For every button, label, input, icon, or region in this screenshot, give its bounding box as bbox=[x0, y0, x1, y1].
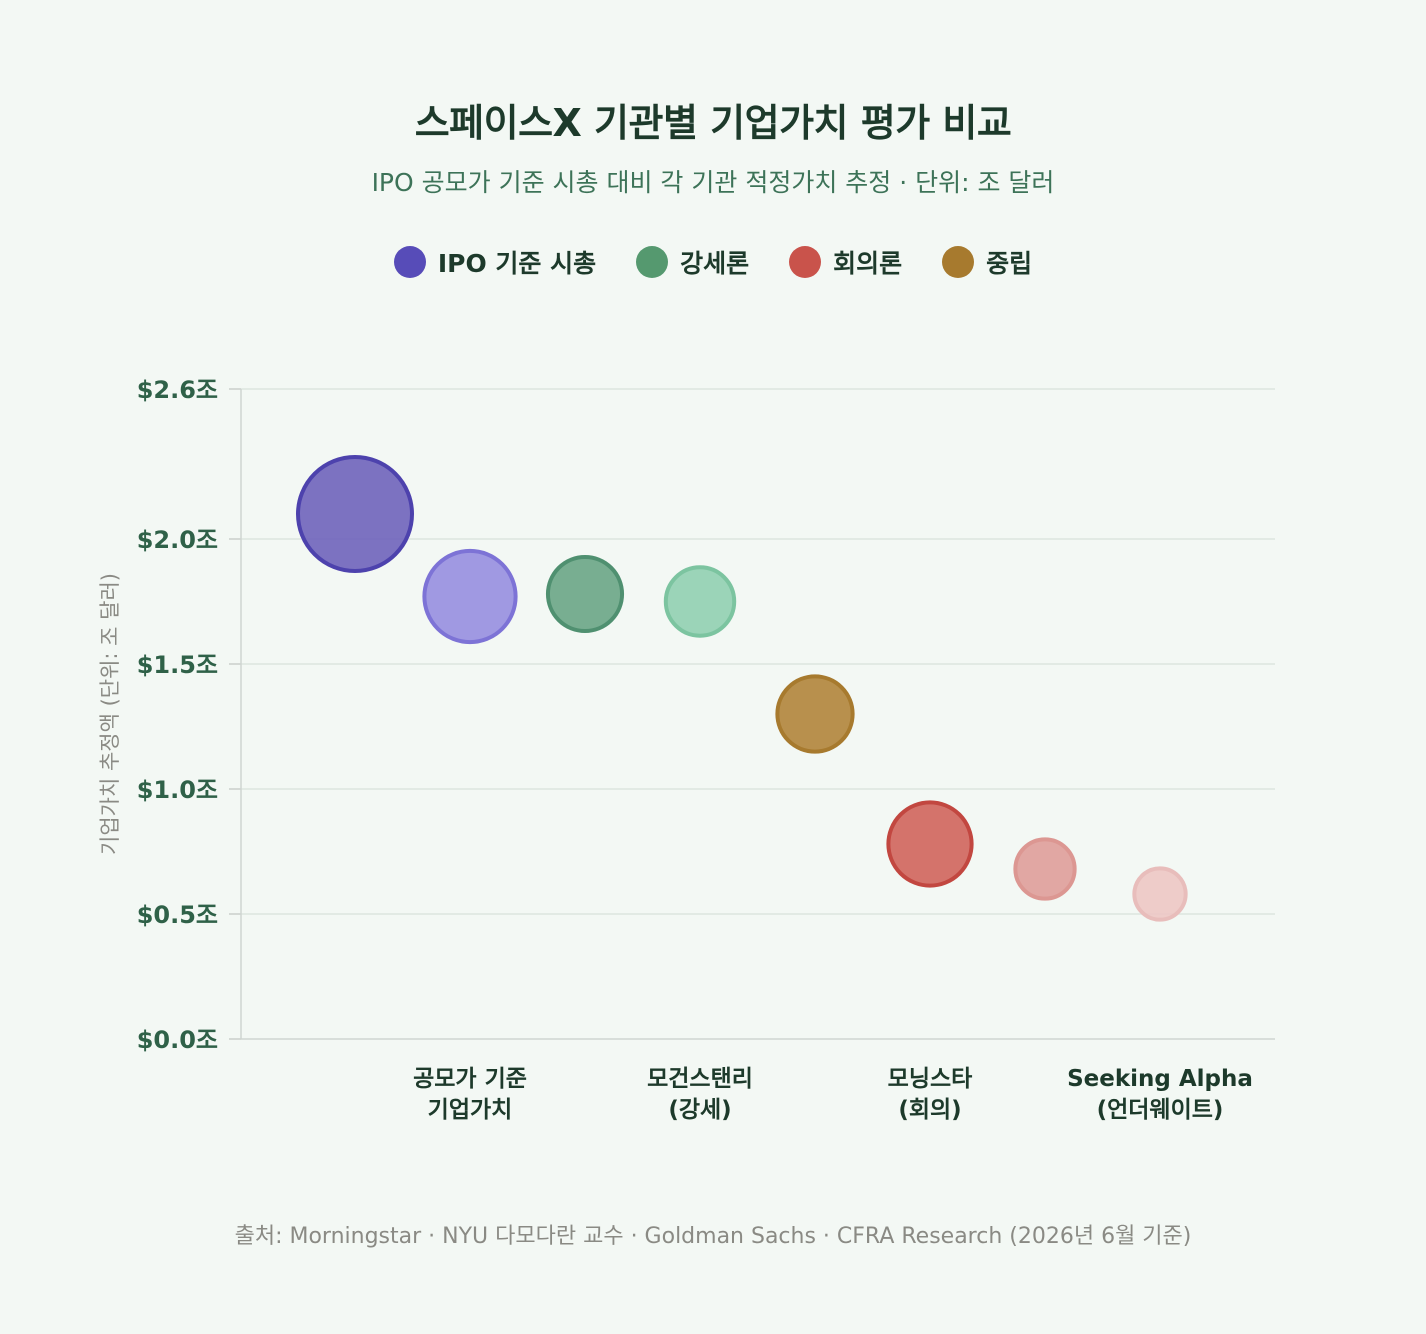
x-label-2-line-1: (회의) bbox=[898, 1097, 961, 1123]
chart-legend: IPO 기준 시총 강세론 회의론 중립 bbox=[0, 244, 1426, 280]
y-tick-label-0: $0.0조 bbox=[137, 1026, 218, 1054]
legend-item-bull[interactable]: 강세론 bbox=[636, 244, 749, 280]
bubble-7[interactable] bbox=[1132, 866, 1188, 922]
bubble-2[interactable] bbox=[545, 554, 625, 634]
legend-swatch-bear bbox=[789, 246, 822, 278]
x-label-0-line-1: 기업가치 bbox=[428, 1097, 513, 1123]
legend-swatch-neutral bbox=[942, 246, 975, 278]
y-tick-label-5: $2.6조 bbox=[137, 376, 218, 404]
bubble-1[interactable] bbox=[422, 548, 518, 645]
legend-label-bull: 강세론 bbox=[680, 249, 750, 278]
chart-subtitle: IPO 공모가 기준 시총 대비 각 기관 적정가치 추정 · 단위: 조 달러 bbox=[371, 168, 1055, 197]
bubble-5[interactable] bbox=[886, 800, 974, 888]
chart-title: 스페이스X 기관별 기업가치 평가 비교 bbox=[414, 101, 1012, 145]
legend-label-bear: 회의론 bbox=[833, 249, 903, 278]
legend-swatch-bull bbox=[636, 246, 669, 278]
legend-label-neutral: 중립 bbox=[986, 249, 1033, 278]
bubble-0[interactable] bbox=[296, 455, 414, 573]
x-label-3-line-1: (언더웨이트) bbox=[1097, 1097, 1224, 1123]
source-note: 출처: Morningstar · NYU 다모다란 교수 · Goldman … bbox=[234, 1224, 1192, 1249]
y-axis-title: 기업가치 추정액 (단위: 조 달러) bbox=[98, 573, 122, 855]
bubble-6[interactable] bbox=[1013, 837, 1077, 901]
legend-swatch-ipo bbox=[393, 246, 426, 278]
legend-item-neutral[interactable]: 중립 bbox=[942, 244, 1032, 280]
x-label-1-line-0: 모건스탠리 bbox=[647, 1066, 753, 1092]
y-tick-label-2: $1.0조 bbox=[137, 776, 218, 804]
legend-item-bear[interactable]: 회의론 bbox=[789, 244, 902, 280]
bubble-3[interactable] bbox=[663, 565, 737, 638]
bubble-4[interactable] bbox=[775, 674, 855, 754]
x-label-2-line-0: 모닝스타 bbox=[888, 1066, 973, 1092]
legend-label-ipo: IPO 기준 시총 bbox=[437, 249, 597, 278]
x-label-3-line-0: Seeking Alpha bbox=[1067, 1066, 1253, 1092]
x-label-1-line-1: (강세) bbox=[668, 1097, 731, 1123]
legend-item-ipo[interactable]: IPO 기준 시총 bbox=[393, 244, 597, 280]
y-tick-label-1: $0.5조 bbox=[137, 901, 218, 929]
x-label-0-line-0: 공모가 기준 bbox=[413, 1066, 527, 1092]
y-tick-label-4: $2.0조 bbox=[137, 526, 218, 554]
y-tick-label-3: $1.5조 bbox=[137, 651, 218, 679]
